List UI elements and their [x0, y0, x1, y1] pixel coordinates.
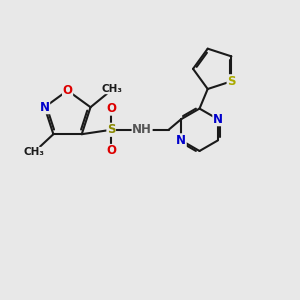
- Text: O: O: [106, 145, 116, 158]
- Text: S: S: [227, 75, 236, 88]
- Text: CH₃: CH₃: [24, 148, 45, 158]
- Text: N: N: [176, 134, 186, 147]
- Text: O: O: [63, 84, 73, 97]
- Text: N: N: [40, 101, 50, 114]
- Text: O: O: [106, 102, 116, 115]
- Text: N: N: [213, 113, 223, 126]
- Text: S: S: [107, 123, 116, 136]
- Text: NH: NH: [132, 123, 152, 136]
- Text: CH₃: CH₃: [101, 84, 122, 94]
